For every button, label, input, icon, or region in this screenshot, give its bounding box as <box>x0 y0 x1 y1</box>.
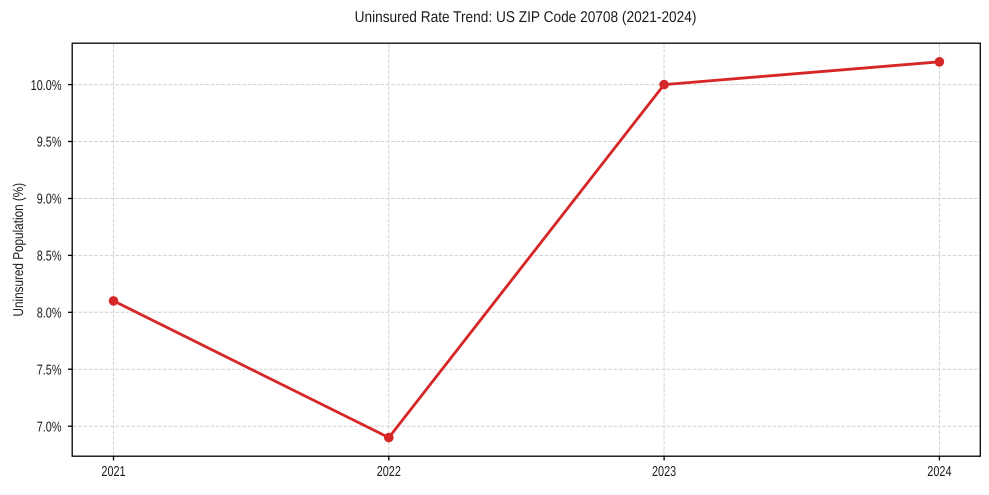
svg-text:8.0%: 8.0% <box>37 306 62 322</box>
svg-text:7.5%: 7.5% <box>37 362 62 378</box>
svg-text:10.0%: 10.0% <box>31 78 62 94</box>
svg-text:2022: 2022 <box>377 464 401 480</box>
svg-text:9.5%: 9.5% <box>37 135 62 151</box>
svg-text:9.0%: 9.0% <box>37 192 62 208</box>
svg-text:8.5%: 8.5% <box>37 249 62 265</box>
svg-text:7.0%: 7.0% <box>37 419 62 435</box>
svg-text:Uninsured Population (%): Uninsured Population (%) <box>11 183 27 317</box>
svg-text:2021: 2021 <box>101 464 125 480</box>
svg-text:2023: 2023 <box>652 464 676 480</box>
svg-text:Uninsured Rate Trend: US ZIP C: Uninsured Rate Trend: US ZIP Code 20708 … <box>355 9 697 26</box>
svg-text:2024: 2024 <box>927 464 951 480</box>
